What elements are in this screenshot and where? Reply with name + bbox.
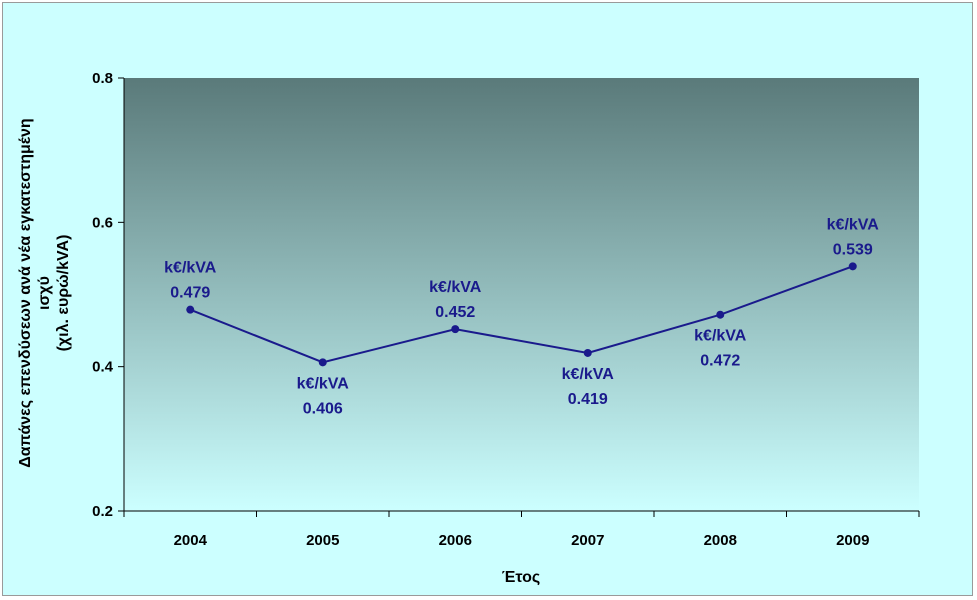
- y-axis-title-line: ισχύ: [36, 276, 53, 310]
- x-tick-label: 2008: [704, 532, 737, 549]
- data-label-unit: k€/kVA: [827, 216, 880, 233]
- y-axis-title: Δαπάνες επενδύσεων ανά νέα εγκατεστημένη…: [17, 118, 72, 467]
- data-point: [186, 305, 195, 314]
- y-tick-label: 0.2: [92, 503, 113, 520]
- plot-area: [124, 78, 919, 511]
- y-axis-ticks: 0.2 0.4 0.6 0.8: [92, 70, 124, 520]
- x-axis-title: Έτος: [502, 569, 540, 586]
- y-tick-label: 0.6: [92, 214, 113, 231]
- data-label-value: 0.419: [568, 391, 608, 408]
- line-chart: 0.2 0.4 0.6 0.8 2004 2005 2006 2007 2008 2009 k€…: [17, 70, 920, 586]
- data-label-unit: k€/kVA: [429, 279, 482, 296]
- data-label-value: 0.452: [435, 304, 475, 321]
- series-line: [189, 265, 854, 364]
- data-point: [451, 325, 460, 334]
- data-point: [848, 262, 857, 271]
- data-label-unit: k€/kVA: [164, 260, 217, 277]
- data-point: [716, 310, 725, 319]
- x-tick-label: 2007: [571, 532, 604, 549]
- data-label-unit: k€/kVA: [297, 375, 350, 392]
- y-tick-label: 0.8: [92, 70, 113, 87]
- y-tick-label: 0.4: [92, 359, 114, 376]
- data-points: [186, 262, 857, 367]
- x-tick-label: 2009: [836, 532, 869, 549]
- data-label-value: 0.406: [303, 400, 343, 417]
- data-point: [583, 348, 592, 357]
- x-tick-label: 2005: [306, 532, 339, 549]
- data-label-unit: k€/kVA: [694, 328, 747, 345]
- x-tick-label: 2006: [439, 532, 472, 549]
- x-tick-label: 2004: [174, 532, 208, 549]
- data-label-value: 0.539: [833, 241, 873, 258]
- x-axis-ticks: 2004 2005 2006 2007 2008 2009: [123, 511, 920, 549]
- data-label-value: 0.472: [700, 353, 740, 370]
- data-labels: k€/kVA 0.479 k€/kVA 0.406 k€/kVA 0.452 k€/kVA 0…: [164, 216, 879, 417]
- data-label-unit: k€/kVA: [562, 366, 615, 383]
- data-point: [318, 358, 327, 367]
- data-label-value: 0.479: [170, 285, 210, 302]
- y-axis-title-line: (χιλ. ευρώ/kVA): [55, 235, 72, 352]
- y-axis-title-line: Δαπάνες επενδύσεων ανά νέα εγκατεστημένη: [17, 118, 34, 467]
